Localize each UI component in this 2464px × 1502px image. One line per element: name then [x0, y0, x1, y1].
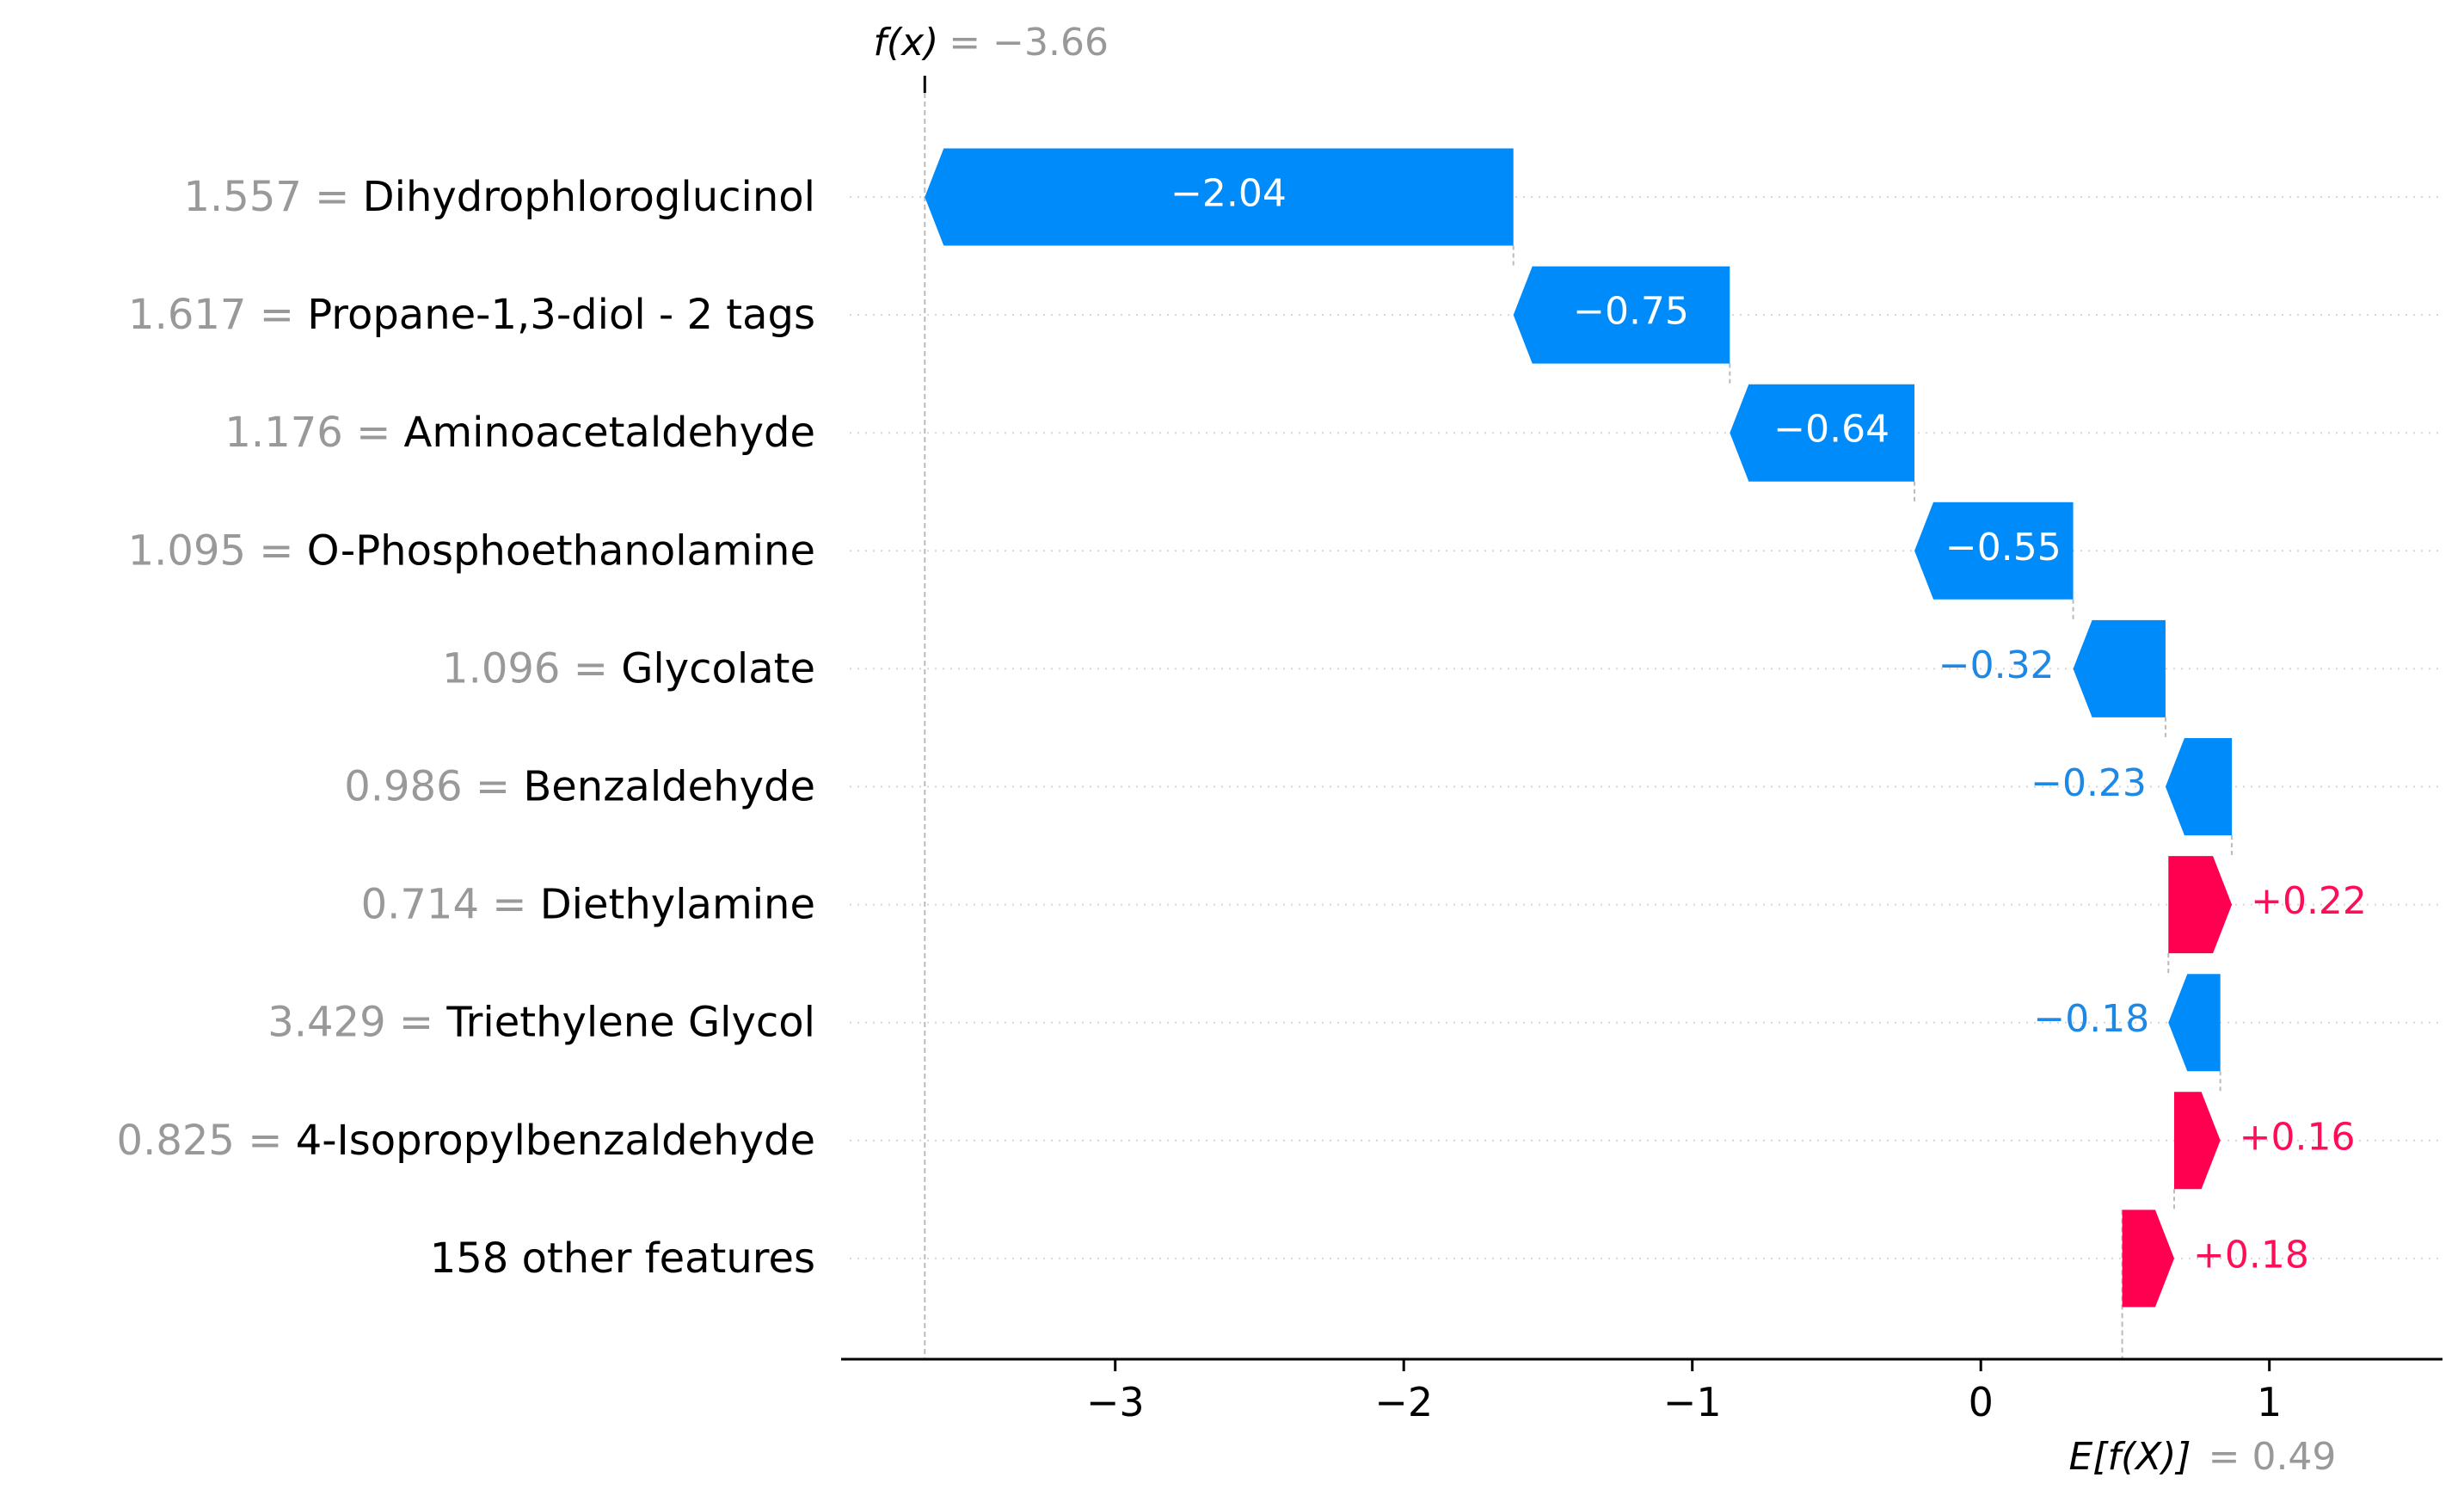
- feature-value: 1.557 =: [183, 173, 362, 221]
- contribution-bars: [925, 148, 2233, 1308]
- x-tick-label: 1: [2257, 1379, 2282, 1425]
- contribution-bar: [1730, 384, 1915, 482]
- x-tick-label: −3: [1086, 1379, 1145, 1425]
- contribution-bar: [1914, 502, 2074, 600]
- base-annotation: E[f(X)] = 0.49: [2068, 1435, 2336, 1479]
- fx-annotation: f(x) = −3.66: [873, 21, 1109, 65]
- feature-label: 1.617 = Propane-1,3-diol - 2 tags: [128, 291, 815, 339]
- feature-name: Propane-1,3-diol - 2 tags: [307, 291, 815, 339]
- feature-label: 0.714 = Diethylamine: [361, 881, 815, 929]
- feature-label: 3.429 = Triethylene Glycol: [267, 999, 815, 1047]
- feature-name: 158 other features: [430, 1234, 815, 1283]
- feature-label: 1.096 = Glycolate: [442, 644, 815, 693]
- feature-label: 1.176 = Aminoacetaldehyde: [224, 409, 815, 457]
- feature-name: Triethylene Glycol: [445, 999, 815, 1047]
- feature-name: Benzaldehyde: [523, 763, 815, 811]
- contribution-bar: [2165, 738, 2233, 835]
- contribution-bar: [2168, 856, 2233, 954]
- contribution-label: −0.64: [1773, 408, 1889, 452]
- x-tick-label: −1: [1663, 1379, 1722, 1425]
- contribution-bar: [2173, 1092, 2221, 1190]
- contribution-bar: [2122, 1210, 2174, 1308]
- feature-label: 1.557 = Dihydrophloroglucinol: [183, 173, 815, 221]
- contribution-label: −0.18: [2033, 997, 2149, 1041]
- fx-value: = −3.66: [949, 21, 1109, 65]
- feature-value: 0.825 =: [117, 1117, 296, 1165]
- feature-label: 158 other features: [430, 1234, 815, 1283]
- contribution-label: −0.75: [1573, 290, 1689, 334]
- fx-label: f(x): [873, 21, 938, 65]
- feature-value: 1.176 =: [224, 409, 403, 457]
- feature-labels: 1.557 = Dihydrophloroglucinol 1.617 = Pro…: [117, 173, 815, 1283]
- feature-label: 0.986 = Benzaldehyde: [344, 763, 815, 811]
- feature-value: 1.095 =: [128, 526, 307, 575]
- contribution-bar: [1513, 266, 1730, 364]
- feature-name: Aminoacetaldehyde: [404, 409, 815, 457]
- contribution-label: +0.16: [2240, 1115, 2356, 1159]
- contribution-label: +0.22: [2251, 879, 2367, 923]
- feature-value: 3.429 =: [267, 999, 446, 1047]
- x-tick-label: 0: [1969, 1379, 1994, 1425]
- feature-name: Dihydrophloroglucinol: [363, 173, 815, 221]
- contribution-bar: [2073, 619, 2166, 717]
- feature-value: 0.714 =: [361, 881, 540, 929]
- feature-name: O-Phosphoethanolamine: [307, 526, 815, 575]
- connector-lines: [923, 76, 2234, 1359]
- feature-name: 4-Isopropylbenzaldehyde: [296, 1117, 815, 1165]
- contribution-label: −0.32: [1939, 643, 2055, 687]
- feature-value: 1.617 =: [128, 291, 307, 339]
- feature-value: 1.096 =: [442, 644, 621, 693]
- contribution-label: +0.18: [2193, 1233, 2309, 1277]
- base-value: = 0.49: [2209, 1435, 2337, 1479]
- x-axis: −3 −2 −1 0 1: [841, 1357, 2442, 1425]
- feature-name: Diethylamine: [540, 881, 815, 929]
- contribution-labels: −2.04 −0.75 −0.64 −0.55 −0.32 −0.23 +0.22 −0.18…: [1171, 172, 2367, 1277]
- contribution-bar: [2168, 974, 2221, 1072]
- contribution-label: −2.04: [1171, 172, 1287, 216]
- feature-name: Glycolate: [621, 644, 815, 693]
- feature-label: 0.825 = 4-Isopropylbenzaldehyde: [117, 1117, 815, 1165]
- contribution-bar: [925, 148, 1514, 246]
- contribution-label: −0.23: [2031, 761, 2147, 805]
- contribution-label: −0.55: [1945, 526, 2062, 569]
- x-tick-label: −2: [1374, 1379, 1433, 1425]
- base-value-label: E[f(X)]: [2068, 1435, 2191, 1479]
- feature-value: 0.986 =: [344, 763, 523, 811]
- feature-label: 1.095 = O-Phosphoethanolamine: [128, 526, 815, 575]
